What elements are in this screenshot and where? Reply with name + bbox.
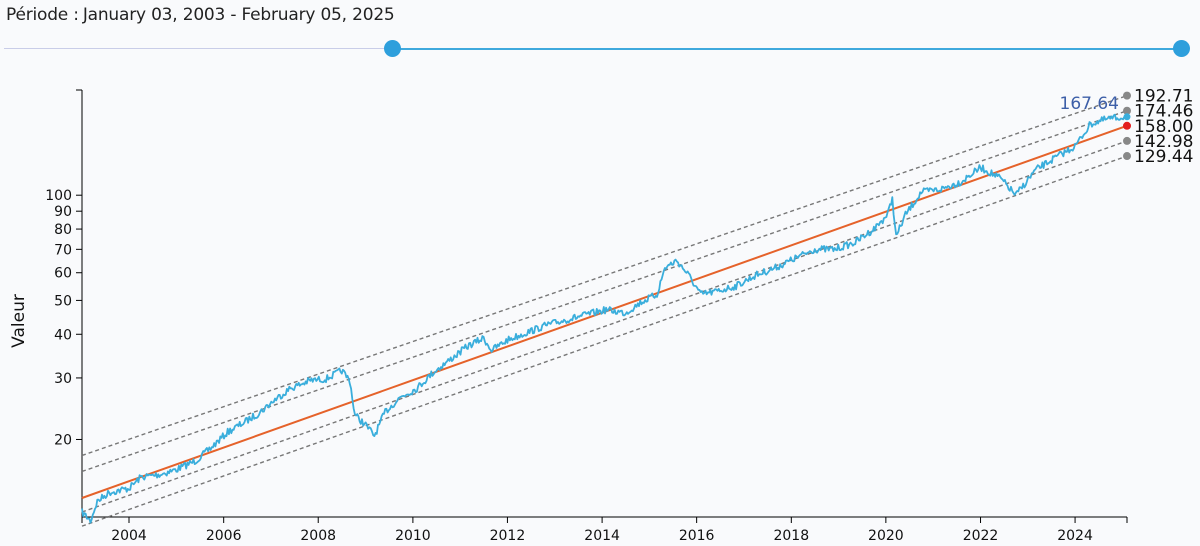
x-tick-label: 2006 (206, 528, 242, 544)
slider-track-inactive (4, 48, 393, 49)
x-tick: 2014 (584, 517, 620, 544)
x-tick-label: 2004 (111, 528, 147, 544)
y-tick: 50 (54, 293, 82, 309)
y-tick-label: 20 (54, 432, 72, 448)
regression-band-line (81, 155, 1128, 527)
regression-band-line (81, 140, 1128, 513)
x-tick-label: 2022 (963, 528, 999, 544)
y-tick: 90 (54, 204, 82, 220)
x-tick: 2024 (1057, 517, 1093, 544)
y-tick: 100 (45, 188, 82, 204)
x-tick-label: 2008 (300, 528, 336, 544)
trend-value-label: 158.00 (1134, 117, 1193, 137)
period-range: January 03, 2003 - February 05, 2025 (82, 5, 395, 25)
y-tick: 70 (54, 242, 82, 258)
y-tick: 30 (54, 371, 82, 387)
x-tick: 2012 (490, 517, 526, 544)
band-lower-2-marker (1123, 152, 1131, 161)
band-lower-1-value-label: 142.98 (1134, 132, 1193, 152)
y-tick-label: 30 (54, 371, 72, 387)
x-tick: 2018 (773, 517, 809, 544)
period-prefix: Période : (6, 5, 79, 25)
current-value-label: 167.64 (1060, 94, 1119, 114)
x-tick-label: 2018 (773, 528, 809, 544)
x-tick: 2004 (111, 517, 147, 544)
y-axis-title: Valeur (9, 294, 29, 348)
slider-start-handle[interactable] (384, 40, 401, 57)
x-tick: 2020 (868, 517, 904, 544)
x-tick: 2008 (300, 517, 336, 544)
x-tick-label: 2014 (584, 528, 620, 544)
y-tick-label: 50 (54, 293, 72, 309)
y-tick: 20 (54, 432, 82, 448)
y-tick-label: 90 (54, 204, 72, 220)
slider-end-handle[interactable] (1173, 40, 1190, 57)
y-tick-label: 70 (54, 242, 72, 258)
x-tick-label: 2012 (490, 528, 526, 544)
band-upper-2-marker (1123, 91, 1131, 100)
x-tick: 2006 (206, 517, 242, 544)
x-tick: 2016 (679, 517, 715, 544)
x-tick: 2022 (963, 517, 999, 544)
band-upper-1-marker (1123, 106, 1131, 115)
regression-band-line (81, 110, 1128, 473)
x-tick: 2010 (395, 517, 431, 544)
x-tick-label: 2024 (1057, 528, 1093, 544)
band-upper-2-value-label: 192.71 (1134, 87, 1193, 107)
y-tick-label: 100 (45, 188, 72, 204)
price-series-line (81, 113, 1126, 524)
y-tick-label: 40 (54, 327, 72, 343)
y-tick: 60 (54, 266, 82, 282)
y-tick-label: 80 (54, 222, 72, 238)
slider-track-active[interactable] (393, 48, 1182, 50)
regression-band-line (81, 94, 1128, 457)
x-tick-label: 2020 (868, 528, 904, 544)
x-tick-label: 2010 (395, 528, 431, 544)
band-lower-1-marker (1123, 136, 1131, 145)
x-tick-label: 2016 (679, 528, 715, 544)
band-upper-1-value-label: 174.46 (1134, 102, 1193, 122)
current-value-marker (1123, 113, 1131, 121)
trend-marker (1123, 121, 1131, 130)
band-lower-2-value-label: 129.44 (1134, 147, 1193, 167)
period-range-slider[interactable] (0, 36, 1200, 64)
y-tick: 80 (54, 222, 82, 238)
y-tick: 40 (54, 327, 82, 343)
y-tick-label: 60 (54, 266, 72, 282)
period-label: Période : January 03, 2003 - February 05,… (6, 5, 395, 25)
